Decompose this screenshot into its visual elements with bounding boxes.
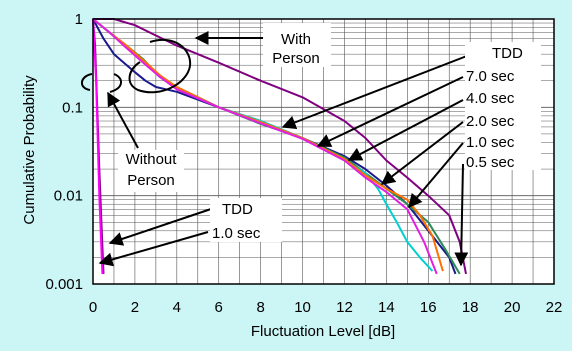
with-person-label-bg (263, 23, 331, 67)
x-tick-label: 2 (131, 299, 139, 316)
label-2sec: 2.0 sec (466, 113, 515, 130)
label-05sec: 0.5 sec (466, 154, 515, 171)
with-person-ellipse (128, 38, 192, 94)
annotation-arrows (98, 31, 473, 267)
annotation-labels: With Person Without Person TDD 7.0 sec 4… (118, 23, 541, 242)
x-axis-label: Fluctuation Level [dB] (251, 323, 395, 340)
arrow-7sec (316, 76, 464, 147)
arrow-tdd-top (281, 53, 473, 129)
y-tick-label: 0.01 (54, 188, 83, 205)
series-group (92, 18, 467, 275)
tick-labels: 0 2 4 6 8 10 12 14 16 18 20 22 1 0.1 0.01 0.001 (45, 11, 562, 316)
y-tick-label: 0.1 (62, 99, 83, 116)
arrow-1sec (408, 142, 464, 209)
x-tick-label: 10 (294, 299, 311, 316)
arrow-tdd-bottom (108, 207, 215, 246)
arrow-without-person (107, 91, 139, 149)
without-person-ellipse-right (109, 73, 122, 93)
label-4sec: 4.0 sec (466, 90, 515, 107)
x-tick-label: 20 (504, 299, 521, 316)
arrow-05sec (454, 163, 469, 267)
with-person-label-line1: With (281, 31, 311, 48)
y-tick-label: 0.001 (45, 276, 83, 293)
with-person-label-line2: Person (272, 50, 320, 67)
without-person-ellipse-left (81, 73, 93, 91)
annotation-shapes (81, 38, 192, 94)
arrow-4sec (347, 99, 464, 161)
bottom-label-bg (210, 198, 282, 242)
x-tick-label: 14 (378, 299, 395, 316)
x-tick-label: 8 (256, 299, 264, 316)
without-person-label-bg (118, 150, 184, 192)
x-tick-label: 18 (462, 299, 479, 316)
y-tick-label: 1 (75, 11, 83, 28)
arrow-2sec (380, 121, 464, 185)
x-tick-label: 6 (215, 299, 223, 316)
x-tick-label: 4 (173, 299, 181, 316)
plot-border (92, 18, 555, 285)
without-person-label-line1: Without (126, 151, 178, 168)
without-person-label-line2: Person (127, 172, 175, 189)
x-tick-label: 16 (420, 299, 437, 316)
series-line-tdd (93, 18, 467, 275)
label-tdd-top: TDD (492, 45, 523, 62)
x-tick-label: 0 (89, 299, 97, 316)
label-1sec-bottom: 1.0 sec (212, 225, 261, 242)
label-1sec: 1.0 sec (466, 134, 515, 151)
series-label-bg (465, 42, 541, 170)
y-axis-label: Cumulative Probability (21, 75, 38, 225)
arrow-1sec-bottom (98, 231, 209, 267)
x-tick-label: 12 (336, 299, 353, 316)
label-7sec: 7.0 sec (466, 68, 515, 85)
series-line-without-person-1-0-sec (92, 18, 104, 274)
series-line-0-5-sec (92, 18, 438, 275)
label-tdd-bottom: TDD (222, 201, 253, 218)
x-tick-label: 22 (546, 299, 563, 316)
